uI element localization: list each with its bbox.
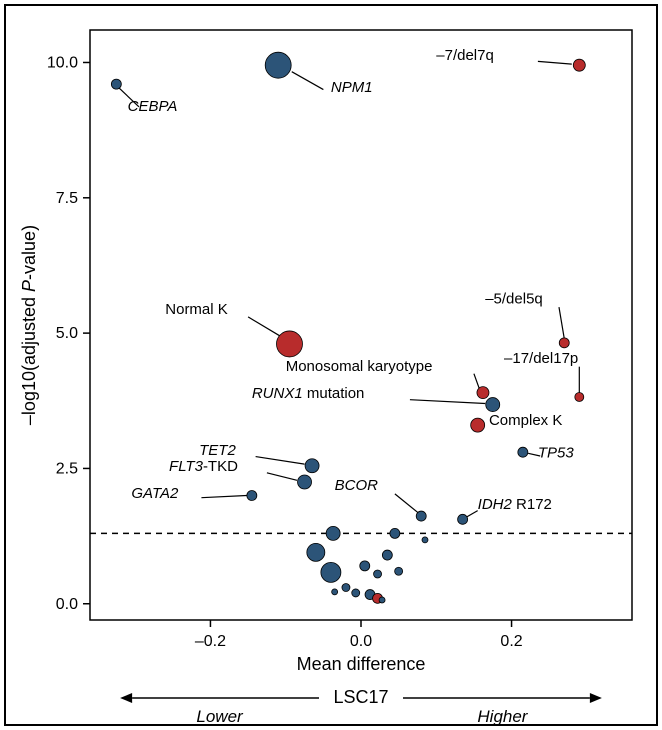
ytick-label: 0.0 xyxy=(56,596,78,613)
data-point xyxy=(265,52,291,78)
data-point xyxy=(382,550,392,560)
data-point xyxy=(307,543,325,561)
data-point xyxy=(471,418,485,432)
data-point xyxy=(379,597,385,603)
higher-label: Higher xyxy=(477,707,528,726)
ytick-label: 2.5 xyxy=(56,460,78,477)
data-point xyxy=(573,59,585,71)
data-point xyxy=(477,387,489,399)
point-label: Complex K xyxy=(489,412,562,429)
lsc17-label: LSC17 xyxy=(333,687,388,707)
point-label: TP53 xyxy=(538,445,575,462)
data-point xyxy=(374,570,382,578)
data-point xyxy=(458,514,468,524)
point-label: GATA2 xyxy=(131,485,179,502)
x-axis-label: Mean difference xyxy=(297,654,426,674)
data-point xyxy=(422,537,428,543)
volcano-chart: –0.2 0.0 0.2 0.0 2.5 5.0 7.5 10.0 Mean differenc… xyxy=(0,0,662,730)
point-label: Monosomal karyotype xyxy=(286,358,433,375)
data-point xyxy=(298,475,312,489)
data-point xyxy=(559,338,569,348)
point-label: –5/del5q xyxy=(485,290,543,307)
lower-label: Lower xyxy=(196,707,244,726)
ytick-label: 10.0 xyxy=(47,54,78,71)
data-point xyxy=(321,562,341,582)
point-label: FLT3-TKD xyxy=(169,458,238,475)
point-label: IDH2 R172 xyxy=(478,496,552,513)
data-point xyxy=(360,561,370,571)
ytick-label: 7.5 xyxy=(56,190,78,207)
data-point xyxy=(111,79,121,89)
point-label: RUNX1 mutation xyxy=(252,385,365,402)
data-point xyxy=(247,491,257,501)
y-axis-label: –log10(adjusted P-value) xyxy=(19,225,39,425)
point-label: –17/del17p xyxy=(504,350,578,367)
xtick-label: 0.2 xyxy=(500,633,522,650)
data-point xyxy=(486,398,500,412)
data-point xyxy=(416,511,426,521)
ytick-label: 5.0 xyxy=(56,325,78,342)
data-point xyxy=(390,528,400,538)
data-point xyxy=(352,589,360,597)
point-label: BCOR xyxy=(335,477,379,494)
data-point xyxy=(518,447,528,457)
data-point xyxy=(342,584,350,592)
chart-svg: –0.2 0.0 0.2 0.0 2.5 5.0 7.5 10.0 Mean differenc… xyxy=(0,0,662,730)
data-point xyxy=(305,459,319,473)
data-point xyxy=(276,331,302,357)
point-label: Normal K xyxy=(165,301,228,318)
xtick-label: –0.2 xyxy=(195,633,226,650)
data-point xyxy=(326,526,340,540)
point-label: NPM1 xyxy=(331,79,373,96)
data-point xyxy=(332,589,338,595)
data-point xyxy=(395,567,403,575)
point-label: TET2 xyxy=(199,442,236,459)
xtick-label: 0.0 xyxy=(350,633,372,650)
point-label: CEBPA xyxy=(128,98,178,115)
point-label: –7/del7q xyxy=(436,47,494,64)
data-point xyxy=(575,392,584,401)
